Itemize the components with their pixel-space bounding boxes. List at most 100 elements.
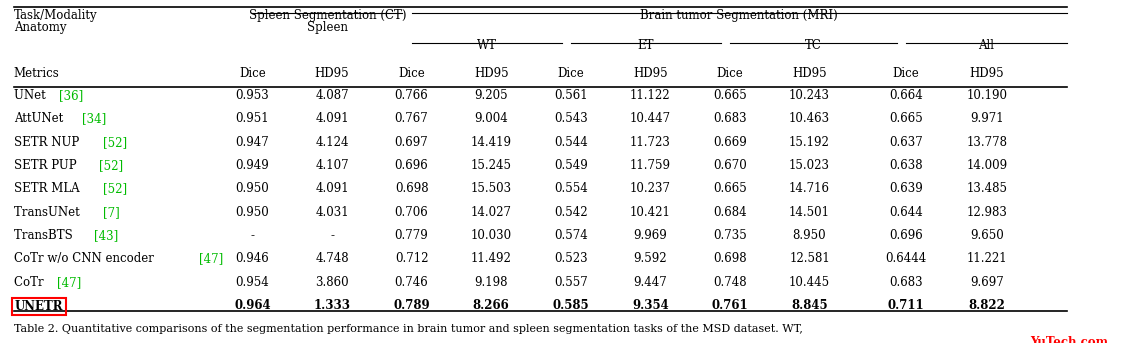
Text: 0.664: 0.664 xyxy=(889,89,923,102)
Text: 4.091: 4.091 xyxy=(315,113,349,126)
Text: TransBTS: TransBTS xyxy=(14,229,76,242)
Text: 15.192: 15.192 xyxy=(789,136,830,149)
Text: 8.845: 8.845 xyxy=(791,299,828,312)
Text: 9.447: 9.447 xyxy=(633,276,667,289)
Text: 10.243: 10.243 xyxy=(789,89,830,102)
Text: 10.447: 10.447 xyxy=(630,113,671,126)
Text: 0.683: 0.683 xyxy=(889,276,923,289)
Text: 0.698: 0.698 xyxy=(713,252,747,265)
Text: 10.190: 10.190 xyxy=(966,89,1007,102)
Text: 0.746: 0.746 xyxy=(395,276,429,289)
Text: 12.983: 12.983 xyxy=(966,206,1007,219)
Text: TransUNet: TransUNet xyxy=(14,206,83,219)
Text: 0.789: 0.789 xyxy=(393,299,430,312)
Text: 11.492: 11.492 xyxy=(471,252,512,265)
Text: Anatomy: Anatomy xyxy=(14,21,66,34)
Text: Dice: Dice xyxy=(557,67,584,80)
Text: 0.665: 0.665 xyxy=(713,182,747,196)
Text: 14.009: 14.009 xyxy=(966,159,1007,172)
Text: 4.748: 4.748 xyxy=(315,252,349,265)
Text: 0.6444: 0.6444 xyxy=(886,252,927,265)
Text: 0.949: 0.949 xyxy=(235,159,269,172)
Text: 0.585: 0.585 xyxy=(553,299,589,312)
Text: 14.027: 14.027 xyxy=(471,206,512,219)
Text: Dice: Dice xyxy=(893,67,920,80)
Text: 9.971: 9.971 xyxy=(970,113,1004,126)
Text: 3.860: 3.860 xyxy=(315,276,349,289)
Text: 4.091: 4.091 xyxy=(315,182,349,196)
Text: 0.665: 0.665 xyxy=(889,113,923,126)
Text: YuTech.com: YuTech.com xyxy=(1030,336,1109,343)
Text: UNETR: UNETR xyxy=(15,300,64,313)
Text: [7]: [7] xyxy=(103,206,121,219)
Text: 8.950: 8.950 xyxy=(792,229,827,242)
Text: 15.023: 15.023 xyxy=(789,159,830,172)
Text: 4.031: 4.031 xyxy=(315,206,349,219)
Text: 0.711: 0.711 xyxy=(888,299,924,312)
Text: 0.669: 0.669 xyxy=(713,136,747,149)
Text: [47]: [47] xyxy=(199,252,223,265)
Text: 4.124: 4.124 xyxy=(315,136,349,149)
Text: 11.723: 11.723 xyxy=(630,136,671,149)
Text: 0.954: 0.954 xyxy=(235,276,269,289)
Text: 0.950: 0.950 xyxy=(235,206,269,219)
Text: 0.554: 0.554 xyxy=(554,182,588,196)
Text: 12.581: 12.581 xyxy=(789,252,830,265)
Text: 0.638: 0.638 xyxy=(889,159,923,172)
Text: 9.697: 9.697 xyxy=(970,276,1004,289)
Text: SETR PUP: SETR PUP xyxy=(14,159,80,172)
Text: [36]: [36] xyxy=(59,89,84,102)
Text: 0.549: 0.549 xyxy=(554,159,588,172)
Text: [52]: [52] xyxy=(102,136,127,149)
Text: CoTr w/o CNN encoder: CoTr w/o CNN encoder xyxy=(14,252,157,265)
Text: 9.198: 9.198 xyxy=(474,276,508,289)
Text: 0.684: 0.684 xyxy=(713,206,747,219)
Text: 0.696: 0.696 xyxy=(395,159,429,172)
Text: Dice: Dice xyxy=(239,67,266,80)
Text: Task/Modality: Task/Modality xyxy=(14,9,98,22)
Text: 10.445: 10.445 xyxy=(789,276,830,289)
Text: WT: WT xyxy=(476,39,497,52)
Text: Spleen: Spleen xyxy=(307,21,348,34)
Text: SETR MLA: SETR MLA xyxy=(14,182,83,196)
Text: 15.503: 15.503 xyxy=(471,182,512,196)
Text: 0.735: 0.735 xyxy=(713,229,747,242)
Text: 0.947: 0.947 xyxy=(235,136,269,149)
Text: 8.822: 8.822 xyxy=(969,299,1005,312)
Text: [43]: [43] xyxy=(94,229,118,242)
Text: 0.712: 0.712 xyxy=(395,252,429,265)
Text: [47]: [47] xyxy=(57,276,81,289)
Text: 10.237: 10.237 xyxy=(630,182,671,196)
Text: UNet: UNet xyxy=(14,89,49,102)
Text: 8.266: 8.266 xyxy=(473,299,509,312)
Text: 0.766: 0.766 xyxy=(395,89,429,102)
Text: Metrics: Metrics xyxy=(14,67,59,80)
Text: [34]: [34] xyxy=(82,113,106,126)
Text: 0.637: 0.637 xyxy=(889,136,923,149)
Text: SETR NUP: SETR NUP xyxy=(14,136,83,149)
Text: 10.421: 10.421 xyxy=(630,206,671,219)
Text: [52]: [52] xyxy=(103,182,127,196)
Text: 9.650: 9.650 xyxy=(970,229,1004,242)
Text: 9.004: 9.004 xyxy=(474,113,508,126)
Text: 0.696: 0.696 xyxy=(889,229,923,242)
Text: HD95: HD95 xyxy=(633,67,667,80)
Text: 0.946: 0.946 xyxy=(235,252,269,265)
Text: 0.767: 0.767 xyxy=(395,113,429,126)
Text: 14.419: 14.419 xyxy=(471,136,512,149)
Text: -: - xyxy=(330,229,334,242)
Text: 14.501: 14.501 xyxy=(789,206,830,219)
Text: 0.964: 0.964 xyxy=(234,299,271,312)
Text: 11.759: 11.759 xyxy=(630,159,671,172)
Text: HD95: HD95 xyxy=(315,67,349,80)
Text: 4.087: 4.087 xyxy=(315,89,349,102)
Text: 0.561: 0.561 xyxy=(554,89,588,102)
Text: CoTr: CoTr xyxy=(14,276,47,289)
Text: 11.122: 11.122 xyxy=(630,89,671,102)
Text: 14.716: 14.716 xyxy=(789,182,830,196)
Text: 0.574: 0.574 xyxy=(554,229,588,242)
Text: 0.779: 0.779 xyxy=(395,229,429,242)
Text: 9.354: 9.354 xyxy=(632,299,669,312)
Text: TC: TC xyxy=(805,39,822,52)
Text: 0.697: 0.697 xyxy=(395,136,429,149)
